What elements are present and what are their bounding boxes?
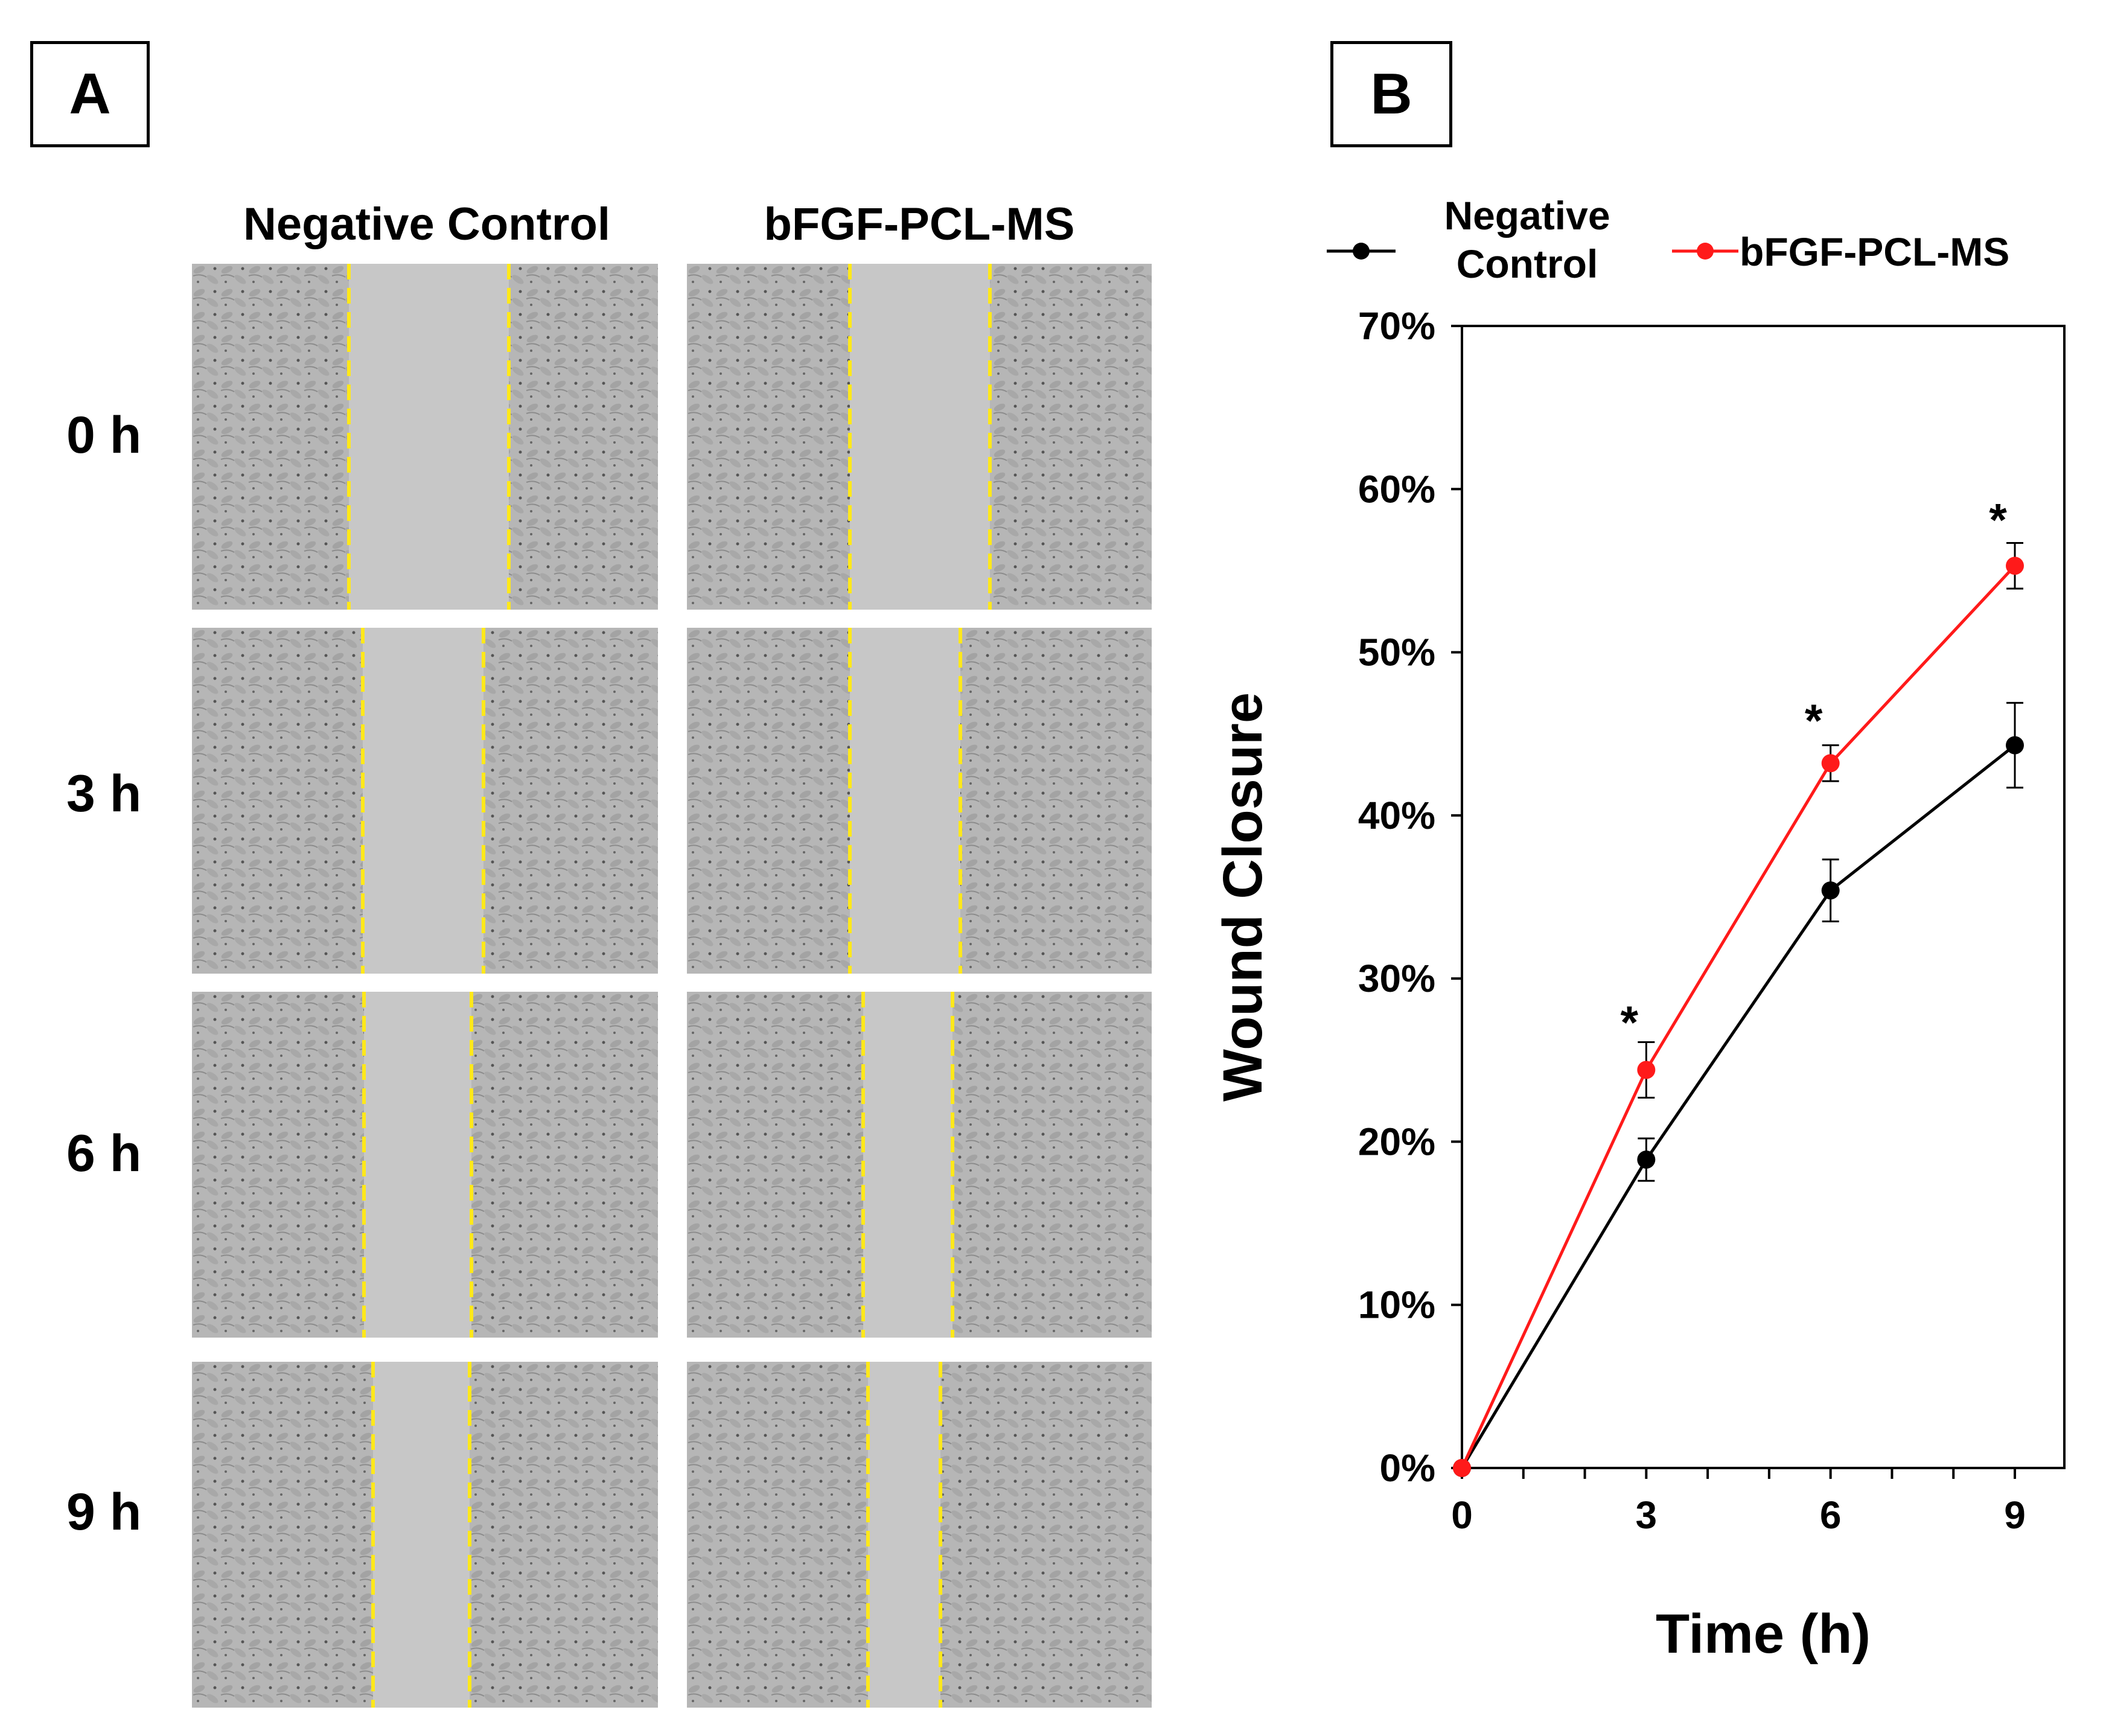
significance-marker: * — [1989, 495, 2007, 546]
wound-gap — [363, 628, 483, 974]
data-point-0 — [2006, 736, 2024, 755]
data-point-1 — [1637, 1061, 1656, 1079]
legend-label-1: bFGF-PCL-MS — [1740, 229, 2009, 274]
wound-gap — [850, 628, 960, 974]
data-point-0 — [1821, 881, 1840, 900]
legend-marker-1 — [1697, 243, 1714, 260]
data-point-1 — [1453, 1459, 1471, 1477]
series-line-1 — [1460, 564, 2016, 1469]
micrograph-negative-control-6h — [192, 992, 658, 1338]
data-point-0 — [1637, 1150, 1656, 1169]
legend-label-0: Negative Control — [1444, 193, 1610, 286]
micrograph-bfgf-0h — [687, 264, 1152, 610]
x-tick-label: 6 — [1820, 1493, 1842, 1537]
significance-marker: * — [1621, 997, 1639, 1048]
y-tick-label: 30% — [1358, 957, 1435, 1000]
wound-gap — [850, 264, 990, 610]
row-label-6h: 6 h — [66, 1125, 142, 1182]
column-header-bfgf-pcl-ms: bFGF-PCL-MS — [764, 199, 1075, 250]
row-label-0h: 0 h — [66, 406, 142, 464]
significance-marker: * — [1805, 695, 1823, 747]
column-header-negative-control: Negative Control — [243, 199, 611, 250]
wound-gap — [868, 1362, 940, 1708]
micrograph-negative-control-0h — [192, 264, 658, 610]
x-axis-title: Time (h) — [1656, 1603, 1871, 1665]
y-tick-label: 60% — [1358, 467, 1435, 511]
data-point-1 — [2006, 557, 2024, 575]
wound-gap — [863, 992, 952, 1338]
row-label-3h: 3 h — [66, 765, 142, 823]
micrograph-bfgf-3h — [687, 628, 1152, 974]
micrograph-bfgf-9h — [687, 1362, 1152, 1708]
data-point-1 — [1821, 754, 1840, 773]
y-tick-label: 10% — [1358, 1283, 1435, 1327]
wound-gap — [373, 1362, 470, 1708]
micrograph-bfgf-6h — [687, 992, 1152, 1338]
x-tick-label: 3 — [1636, 1493, 1658, 1537]
panel-b-label: B — [1330, 41, 1452, 147]
y-tick-label: 40% — [1358, 794, 1435, 837]
y-tick-label: 50% — [1358, 631, 1435, 674]
wound-gap — [349, 264, 509, 610]
legend-marker-0 — [1353, 243, 1370, 260]
micrograph-negative-control-3h — [192, 628, 658, 974]
y-tick-label: 0% — [1380, 1446, 1436, 1490]
micrograph-negative-control-9h — [192, 1362, 658, 1708]
y-axis-title: Wound Closure — [1212, 692, 1274, 1102]
y-tick-label: 70% — [1358, 304, 1435, 348]
row-label-9h: 9 h — [66, 1483, 142, 1541]
panel-a-label: A — [30, 41, 150, 147]
wound-gap — [364, 992, 471, 1338]
y-tick-label: 20% — [1358, 1120, 1435, 1163]
x-tick-label: 9 — [2004, 1493, 2026, 1537]
plot-frame — [1461, 325, 2066, 1469]
x-tick-label: 0 — [1451, 1493, 1473, 1537]
series-line-0 — [1460, 744, 2016, 1469]
